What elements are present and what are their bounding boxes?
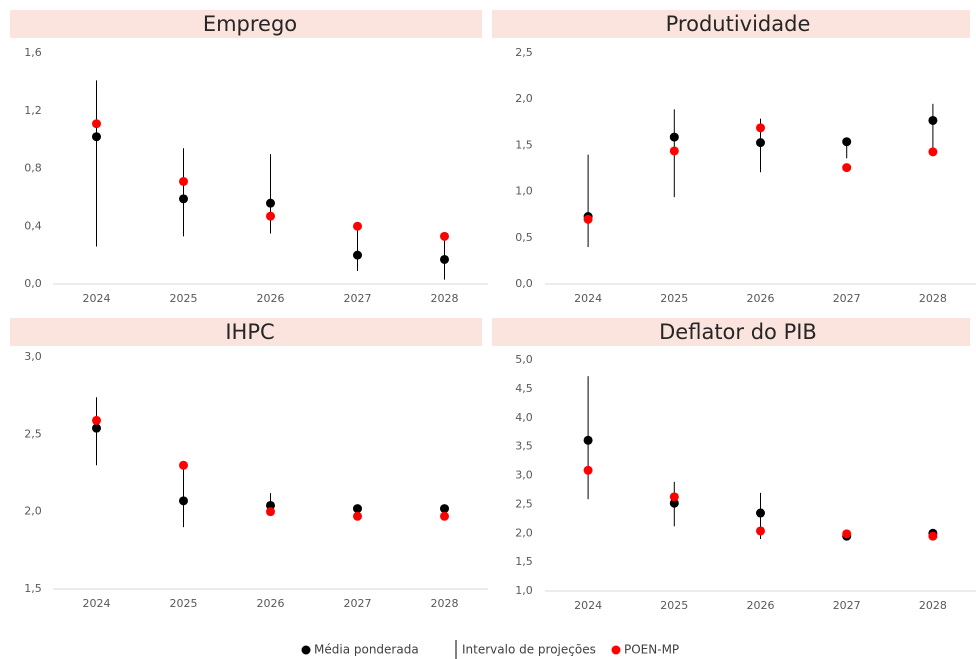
dot [842, 529, 852, 539]
y-tick-label: 0,8 [24, 162, 42, 175]
dot [583, 465, 593, 475]
y-tick-label: 0,0 [24, 277, 42, 290]
x-tick-label: 2027 [833, 292, 861, 305]
y-tick-label: 2,5 [515, 497, 533, 510]
legend-marker [611, 645, 621, 655]
y-tick-label: 2,5 [24, 427, 42, 440]
x-tick-label: 2025 [660, 292, 688, 305]
dot [756, 138, 765, 148]
dot [669, 132, 679, 142]
dot [928, 147, 938, 157]
title-band [492, 318, 970, 346]
legend-label: Intervalo de projeções [462, 643, 596, 657]
dot [266, 211, 275, 221]
x-tick-label: 2024 [83, 597, 111, 610]
y-tick-label: 3,0 [24, 350, 42, 363]
x-tick-label: 2024 [83, 292, 111, 305]
chart-title: Emprego [203, 12, 297, 36]
chart-title: Produtividade [666, 12, 811, 36]
x-tick-label: 2027 [344, 292, 372, 305]
x-tick-label: 2025 [170, 597, 198, 610]
dot [353, 221, 362, 231]
dot [92, 132, 101, 142]
dot [440, 231, 449, 241]
dot [756, 526, 765, 536]
dot [179, 496, 188, 506]
dot [440, 511, 449, 521]
y-tick-label: 0,5 [515, 231, 533, 244]
y-tick-label: 1,0 [515, 185, 533, 198]
y-tick-label: 1,2 [24, 104, 42, 117]
dot [353, 511, 362, 521]
legend-label: Média ponderada [314, 643, 419, 657]
x-tick-label: 2027 [833, 599, 861, 612]
dot [179, 176, 188, 186]
legend-marker [301, 645, 311, 655]
dot [928, 531, 938, 541]
y-tick-label: 0,0 [515, 277, 533, 290]
legend-label: POEN-MP [624, 643, 679, 657]
y-tick-label: 2,0 [24, 505, 42, 518]
y-tick-label: 1,0 [515, 584, 533, 597]
y-tick-label: 3,5 [515, 440, 533, 453]
dot [266, 507, 275, 517]
chart-title: IHPC [225, 320, 274, 344]
y-tick-label: 2,0 [515, 92, 533, 105]
y-tick-label: 1,5 [515, 555, 533, 568]
y-tick-label: 4,0 [515, 411, 533, 424]
x-tick-label: 2026 [747, 292, 775, 305]
dot [440, 504, 449, 514]
dot [92, 119, 101, 129]
y-tick-label: 2,5 [515, 46, 533, 59]
x-tick-label: 2028 [919, 599, 947, 612]
dot [353, 504, 362, 514]
y-tick-label: 1,5 [515, 138, 533, 151]
x-tick-label: 2024 [574, 599, 602, 612]
title-band [492, 10, 970, 38]
dot [92, 415, 101, 425]
dot [756, 508, 765, 518]
x-tick-label: 2026 [257, 597, 285, 610]
x-tick-label: 2024 [574, 292, 602, 305]
title-band [10, 318, 482, 346]
y-tick-label: 5,0 [515, 353, 533, 366]
y-tick-label: 0,4 [24, 219, 42, 232]
dot [669, 492, 679, 502]
dot [583, 214, 593, 224]
x-tick-label: 2025 [660, 599, 688, 612]
dot [842, 163, 852, 173]
dot [179, 194, 188, 204]
dot [842, 137, 852, 147]
y-tick-label: 1,5 [24, 582, 42, 595]
y-tick-label: 4,5 [515, 382, 533, 395]
dot [669, 146, 679, 156]
dot [92, 423, 101, 433]
dot [756, 123, 765, 133]
dot [928, 115, 938, 125]
x-tick-label: 2026 [747, 599, 775, 612]
y-tick-label: 2,0 [515, 526, 533, 539]
dot [353, 250, 362, 260]
chart-title: Deflator do PIB [659, 320, 817, 344]
x-tick-label: 2025 [170, 292, 198, 305]
y-tick-label: 1,6 [24, 46, 42, 59]
x-tick-label: 2026 [257, 292, 285, 305]
dot [266, 500, 275, 510]
dot [583, 435, 593, 445]
dot [179, 460, 188, 470]
title-band [10, 10, 482, 38]
x-tick-label: 2027 [344, 597, 372, 610]
dot [266, 198, 275, 208]
x-tick-label: 2028 [431, 597, 459, 610]
y-tick-label: 3,0 [515, 469, 533, 482]
x-tick-label: 2028 [919, 292, 947, 305]
dot [669, 498, 679, 508]
x-tick-label: 2028 [431, 292, 459, 305]
dot [440, 254, 449, 264]
